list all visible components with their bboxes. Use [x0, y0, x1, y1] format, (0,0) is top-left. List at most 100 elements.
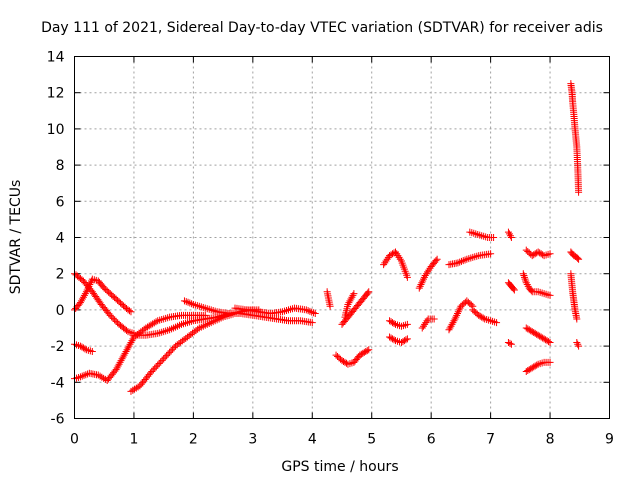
- data-point: [302, 306, 310, 314]
- data-point: [531, 362, 539, 370]
- data-point: [382, 257, 390, 265]
- data-point: [387, 251, 395, 259]
- data-point: [387, 334, 395, 342]
- data-point: [85, 282, 93, 290]
- data-point: [164, 350, 172, 358]
- data-point: [402, 336, 410, 344]
- data-point: [124, 344, 132, 352]
- series-arc-g: [180, 297, 316, 327]
- data-point: [519, 270, 527, 278]
- data-point: [520, 273, 528, 281]
- series-arc-h: [231, 304, 319, 318]
- data-point: [417, 281, 425, 289]
- x-tick-label: 3: [248, 432, 257, 448]
- data-point: [546, 358, 554, 366]
- data-point: [447, 322, 455, 330]
- x-tick-label: 2: [189, 432, 198, 448]
- data-point: [524, 367, 532, 375]
- data-point: [77, 297, 85, 305]
- data-point: [86, 281, 94, 289]
- data-point: [575, 342, 583, 350]
- data-point: [116, 358, 124, 366]
- data-point: [422, 319, 430, 327]
- data-point: [490, 234, 498, 241]
- data-point: [148, 367, 156, 375]
- data-point: [533, 361, 541, 369]
- data-point: [158, 356, 166, 364]
- series-arc-z: [519, 270, 554, 299]
- data-point: [386, 317, 394, 325]
- data-point: [166, 348, 174, 356]
- data-point: [119, 353, 127, 361]
- data-point: [80, 371, 88, 379]
- data-point: [188, 300, 196, 308]
- y-tick-label: 6: [56, 194, 65, 210]
- data-point: [575, 188, 583, 196]
- series-arc-o: [386, 333, 411, 346]
- series-arc-l: [341, 290, 358, 321]
- data-point: [510, 286, 518, 294]
- data-point: [546, 250, 554, 258]
- y-tick-label: 12: [47, 86, 65, 102]
- data-point: [420, 275, 428, 283]
- data-point: [536, 332, 544, 340]
- data-point: [96, 372, 104, 380]
- data-point: [360, 348, 368, 356]
- data-point: [115, 360, 123, 368]
- data-point: [527, 287, 535, 295]
- data-point: [160, 355, 168, 363]
- data-point: [400, 337, 408, 345]
- data-point: [121, 349, 129, 357]
- data-point: [530, 329, 538, 337]
- data-point: [475, 311, 483, 319]
- data-point: [416, 282, 424, 290]
- data-point: [527, 365, 535, 373]
- data-point: [394, 252, 402, 260]
- data-point: [362, 348, 370, 356]
- data-point: [151, 364, 159, 372]
- data-point: [419, 277, 427, 285]
- data-point: [170, 344, 178, 352]
- data-point: [87, 279, 95, 287]
- data-point: [154, 361, 162, 369]
- data-point: [424, 268, 432, 276]
- data-point: [109, 314, 117, 322]
- data-point: [403, 335, 411, 343]
- data-point: [448, 320, 456, 328]
- series-arc-s: [445, 297, 477, 334]
- data-point: [531, 250, 539, 258]
- data-point: [386, 252, 394, 260]
- data-point: [452, 313, 460, 321]
- data-point: [419, 322, 427, 330]
- series-arc-n: [386, 317, 411, 330]
- series-arc-c: [71, 340, 96, 356]
- data-point: [306, 307, 314, 315]
- data-point: [81, 290, 89, 298]
- data-point: [392, 248, 399, 256]
- data-point: [186, 299, 194, 307]
- data-point: [113, 364, 121, 372]
- x-tick-label: 6: [427, 432, 436, 448]
- data-point: [539, 334, 547, 342]
- x-tick-label: 8: [546, 432, 555, 448]
- data-point: [127, 308, 135, 316]
- data-point: [131, 385, 139, 393]
- data-point: [347, 295, 355, 303]
- data-point: [528, 328, 536, 336]
- data-point: [520, 272, 528, 280]
- data-point: [461, 256, 469, 264]
- data-point: [536, 249, 544, 257]
- data-point: [467, 301, 475, 309]
- data-point: [421, 320, 429, 328]
- data-point: [80, 291, 88, 299]
- data-point: [123, 326, 131, 334]
- data-point: [537, 333, 545, 341]
- data-point: [118, 355, 126, 363]
- series-arc-a: [71, 270, 138, 337]
- data-point: [528, 252, 536, 260]
- data-point: [451, 315, 459, 323]
- data-point: [403, 320, 411, 328]
- data-point: [308, 319, 316, 327]
- series-arc-af: [573, 338, 583, 350]
- data-point: [421, 272, 429, 280]
